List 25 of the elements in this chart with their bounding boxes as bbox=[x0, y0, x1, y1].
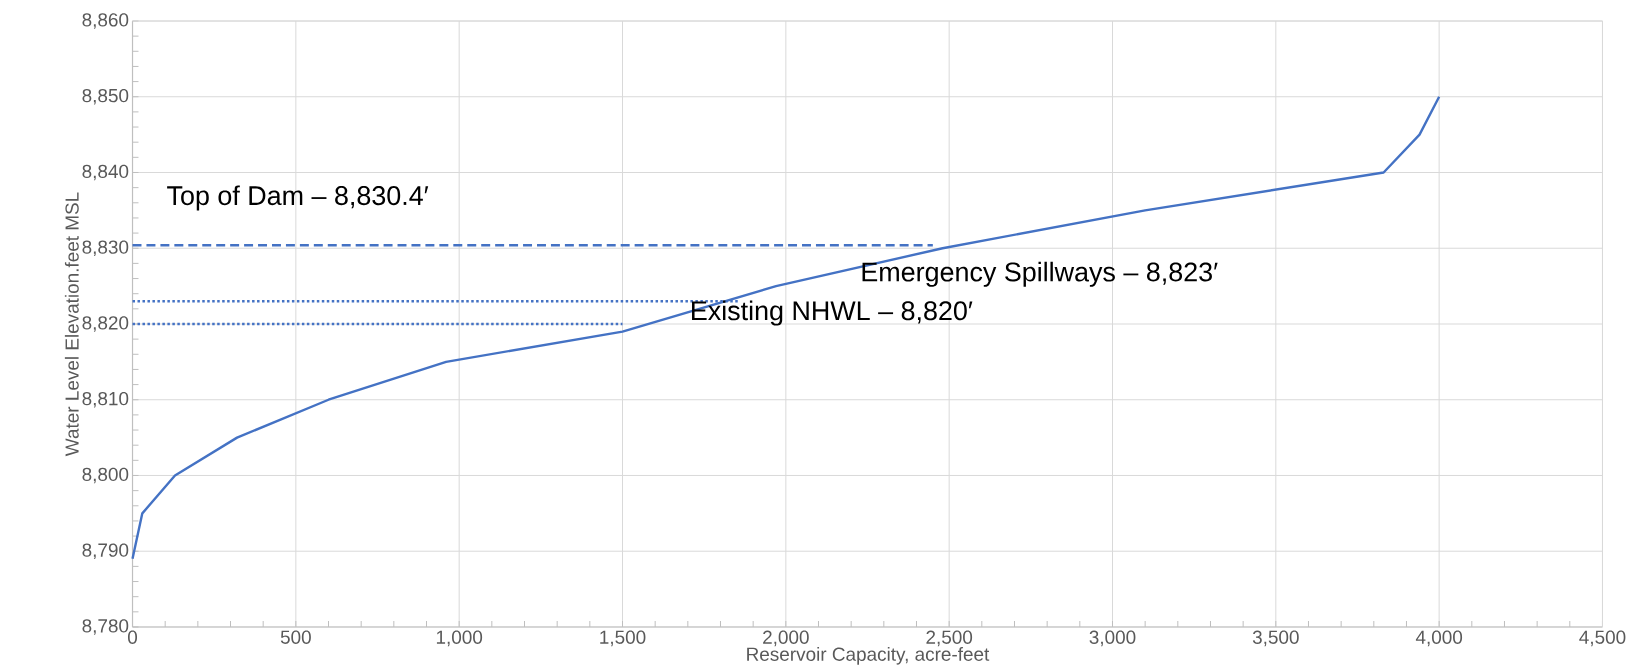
x-tick-label: 1,500 bbox=[600, 630, 646, 647]
x-tick-label: 3,500 bbox=[1252, 630, 1299, 647]
annotation: Existing NHWL – 8,820′ bbox=[692, 300, 973, 326]
y-tick-label: 8,820 bbox=[82, 316, 129, 332]
y-tick-label: 8,810 bbox=[82, 391, 129, 408]
y-tick-label: 8,860 bbox=[82, 13, 129, 29]
annotation: Emergency Spillways – 8,823′ bbox=[862, 261, 1218, 287]
x-axis-title: Reservoir Capacity, acre-feet bbox=[747, 647, 990, 665]
y-tick-label: 8,840 bbox=[82, 164, 129, 181]
y-tick-label: 8,830 bbox=[82, 240, 129, 257]
x-tick-label: 500 bbox=[280, 630, 311, 644]
x-tick-label: 2,000 bbox=[763, 630, 809, 647]
annotation: Top of Dam – 8,830.4′ bbox=[167, 185, 429, 211]
y-tick-label: 8,780 bbox=[82, 619, 129, 635]
y-tick-label: 8,790 bbox=[82, 543, 129, 560]
line-series bbox=[131, 95, 1441, 561]
x-tick-label: 4,500 bbox=[1579, 630, 1626, 647]
x-tick-label: 2,500 bbox=[926, 630, 973, 647]
y-axis-title: Water Level Elevation.feet MSL bbox=[64, 192, 79, 457]
x-tick-label: 0 bbox=[127, 630, 138, 644]
y-tick-label: 8,850 bbox=[82, 88, 129, 105]
x-tick-label: 4,000 bbox=[1415, 630, 1463, 647]
x-tick-label: 3,000 bbox=[1089, 630, 1136, 647]
x-tick-label: 1,000 bbox=[436, 630, 483, 647]
y-tick-label: 8,800 bbox=[82, 467, 129, 484]
